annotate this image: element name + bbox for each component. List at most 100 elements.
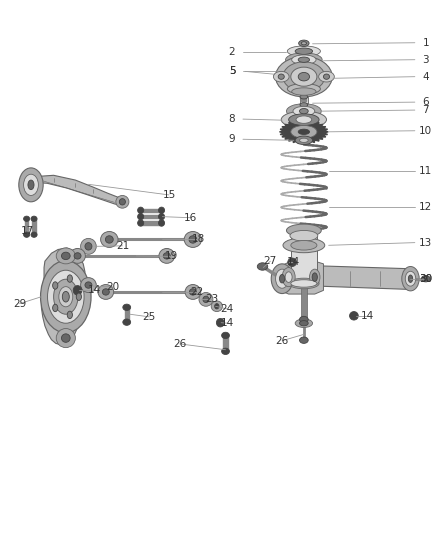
Ellipse shape: [290, 230, 318, 241]
Bar: [32, 219, 36, 235]
Ellipse shape: [300, 138, 308, 142]
Ellipse shape: [53, 304, 58, 312]
Ellipse shape: [159, 214, 165, 220]
Ellipse shape: [300, 103, 308, 107]
Ellipse shape: [61, 252, 70, 260]
Text: 21: 21: [116, 241, 129, 251]
Text: 9: 9: [229, 134, 235, 144]
Ellipse shape: [189, 236, 197, 243]
Ellipse shape: [282, 268, 295, 287]
Text: 19: 19: [165, 252, 178, 261]
Text: 13: 13: [419, 238, 432, 248]
Ellipse shape: [85, 243, 92, 250]
Ellipse shape: [421, 276, 430, 282]
Text: 18: 18: [191, 235, 205, 245]
Ellipse shape: [300, 109, 308, 114]
Ellipse shape: [257, 263, 268, 270]
Ellipse shape: [59, 287, 73, 307]
Text: 2: 2: [229, 47, 235, 56]
Ellipse shape: [53, 279, 78, 314]
Ellipse shape: [184, 231, 201, 247]
Bar: [141, 209, 162, 212]
Text: 3: 3: [422, 55, 429, 64]
Text: 27: 27: [264, 256, 277, 266]
Text: 20: 20: [106, 281, 119, 292]
Ellipse shape: [159, 248, 175, 263]
Text: 4: 4: [422, 71, 429, 82]
Text: 5: 5: [229, 67, 235, 76]
Text: 10: 10: [419, 126, 432, 136]
Ellipse shape: [291, 125, 317, 138]
Text: 25: 25: [143, 312, 156, 322]
Ellipse shape: [159, 207, 165, 214]
Ellipse shape: [61, 334, 70, 342]
Bar: [141, 221, 162, 224]
Text: 14: 14: [360, 311, 374, 321]
Ellipse shape: [271, 264, 293, 294]
Ellipse shape: [292, 55, 316, 64]
Ellipse shape: [279, 274, 285, 283]
Ellipse shape: [106, 236, 113, 243]
Ellipse shape: [70, 248, 85, 263]
Ellipse shape: [286, 53, 322, 67]
Ellipse shape: [288, 258, 297, 266]
Text: 30: 30: [419, 273, 432, 284]
Ellipse shape: [31, 216, 37, 221]
Ellipse shape: [300, 317, 308, 322]
Text: 1: 1: [422, 38, 429, 48]
Ellipse shape: [295, 48, 313, 54]
Ellipse shape: [283, 238, 325, 253]
Ellipse shape: [211, 301, 223, 312]
Ellipse shape: [298, 129, 310, 134]
Ellipse shape: [293, 107, 315, 116]
Bar: [301, 99, 307, 101]
Ellipse shape: [291, 231, 317, 240]
Ellipse shape: [402, 266, 419, 291]
Text: 26: 26: [173, 339, 187, 349]
Ellipse shape: [53, 282, 58, 289]
Text: 30: 30: [419, 273, 432, 284]
Ellipse shape: [300, 337, 308, 343]
Ellipse shape: [291, 280, 317, 287]
Ellipse shape: [81, 238, 96, 254]
Bar: [223, 335, 228, 351]
Text: 15: 15: [162, 190, 176, 200]
Ellipse shape: [298, 72, 310, 81]
Ellipse shape: [102, 289, 110, 295]
Bar: [301, 284, 307, 323]
Ellipse shape: [101, 231, 118, 247]
Text: 7: 7: [422, 105, 429, 115]
Ellipse shape: [76, 293, 81, 301]
Ellipse shape: [283, 62, 325, 92]
Ellipse shape: [289, 114, 319, 125]
Bar: [124, 308, 129, 322]
Ellipse shape: [319, 71, 334, 82]
Ellipse shape: [56, 248, 75, 264]
Text: 23: 23: [205, 294, 219, 304]
Text: 11: 11: [419, 166, 432, 176]
Ellipse shape: [74, 253, 81, 259]
Polygon shape: [280, 261, 323, 294]
Ellipse shape: [276, 56, 332, 97]
Ellipse shape: [350, 312, 358, 320]
Ellipse shape: [300, 95, 308, 99]
Ellipse shape: [408, 275, 413, 282]
Ellipse shape: [286, 104, 321, 118]
Ellipse shape: [24, 232, 30, 237]
Text: 14: 14: [286, 257, 300, 267]
Ellipse shape: [292, 88, 316, 95]
Ellipse shape: [19, 168, 43, 202]
Ellipse shape: [298, 57, 310, 62]
Ellipse shape: [273, 71, 289, 82]
Ellipse shape: [85, 282, 92, 288]
Ellipse shape: [163, 253, 170, 259]
Ellipse shape: [199, 293, 213, 306]
Ellipse shape: [24, 174, 39, 196]
Text: 14: 14: [221, 318, 234, 328]
Ellipse shape: [73, 286, 82, 295]
Ellipse shape: [123, 304, 131, 311]
Text: 6: 6: [422, 97, 429, 107]
Text: 16: 16: [184, 213, 198, 223]
Ellipse shape: [405, 271, 416, 286]
Text: 17: 17: [21, 226, 34, 236]
